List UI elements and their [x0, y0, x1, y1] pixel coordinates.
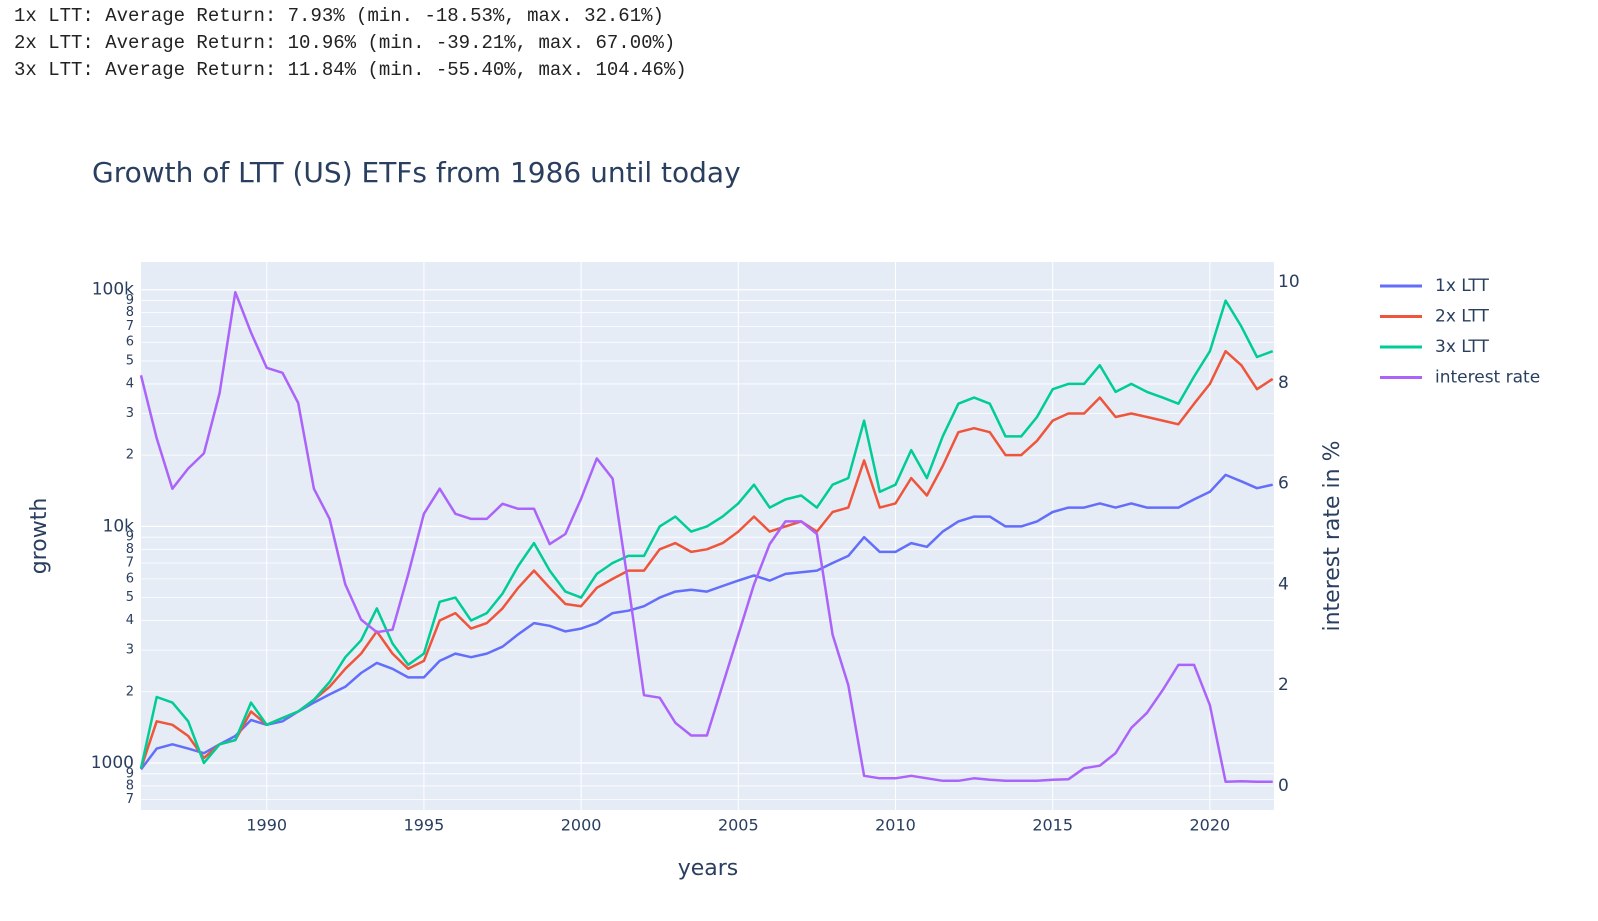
y2-tick-label: 8 [1278, 373, 1289, 393]
x-tick-label: 2005 [718, 816, 759, 835]
y-tick-label: 3 [126, 643, 134, 658]
chart-title: Growth of LTT (US) ETFs from 1986 until … [92, 156, 741, 189]
y-tick-label: 10k [103, 516, 135, 536]
x-axis-title: years [678, 856, 739, 881]
series-line [139, 290, 1273, 784]
y-tick-label: 5 [126, 353, 134, 368]
y-tick-label: 8 [126, 305, 134, 320]
legend-label: 3x LTT [1435, 337, 1489, 357]
y-tick-label: 8 [126, 542, 134, 557]
y-tick-label: 8 [126, 778, 134, 793]
y-tick-label: 7 [126, 556, 134, 571]
y2-tick-label: 2 [1278, 675, 1289, 695]
y-axis-title: growth [27, 498, 52, 575]
x-tick-label: 1990 [246, 816, 287, 835]
y2-axis-title: interest rate in % [1320, 440, 1345, 631]
summary-line: 3x LTT: Average Return: 11.84% (min. -55… [14, 59, 687, 81]
x-tick-label: 2000 [561, 816, 602, 835]
y-tick-label: 1000 [91, 753, 134, 773]
summary-line: 2x LTT: Average Return: 10.96% (min. -39… [14, 32, 675, 54]
y2-tick-label: 0 [1278, 776, 1289, 796]
plot-area [141, 262, 1274, 810]
y2-tick-label: 10 [1278, 272, 1300, 292]
y-tick-label: 6 [126, 571, 134, 586]
series-line [140, 473, 1273, 771]
y-tick-label: 3 [126, 406, 134, 421]
y-tick-label: 5 [126, 590, 134, 605]
x-tick-label: 1995 [404, 816, 445, 835]
legend-label: interest rate [1435, 368, 1540, 388]
x-tick-label: 2020 [1190, 816, 1231, 835]
y-tick-label: 9 [126, 530, 134, 545]
y-tick-label: 4 [126, 613, 134, 628]
y-tick-label: 4 [126, 376, 134, 391]
y-tick-label: 2 [126, 684, 134, 699]
y-tick-label: 100k [92, 280, 134, 300]
legend-label: 1x LTT [1435, 276, 1489, 296]
y2-tick-label: 4 [1278, 574, 1289, 594]
series-line [139, 349, 1274, 769]
y-tick-label: 9 [126, 766, 134, 781]
y-tick-label: 7 [126, 792, 134, 807]
summary-line: 1x LTT: Average Return: 7.93% (min. -18.… [14, 5, 664, 27]
y-tick-label: 2 [126, 448, 134, 463]
series-line [139, 299, 1274, 769]
legend-label: 2x LTT [1435, 307, 1489, 327]
y2-tick-label: 6 [1278, 474, 1289, 494]
y-tick-label: 9 [126, 293, 134, 308]
y-tick-label: 7 [126, 319, 134, 334]
x-tick-label: 2015 [1032, 816, 1073, 835]
y-tick-label: 6 [126, 335, 134, 350]
x-tick-label: 2010 [875, 816, 916, 835]
